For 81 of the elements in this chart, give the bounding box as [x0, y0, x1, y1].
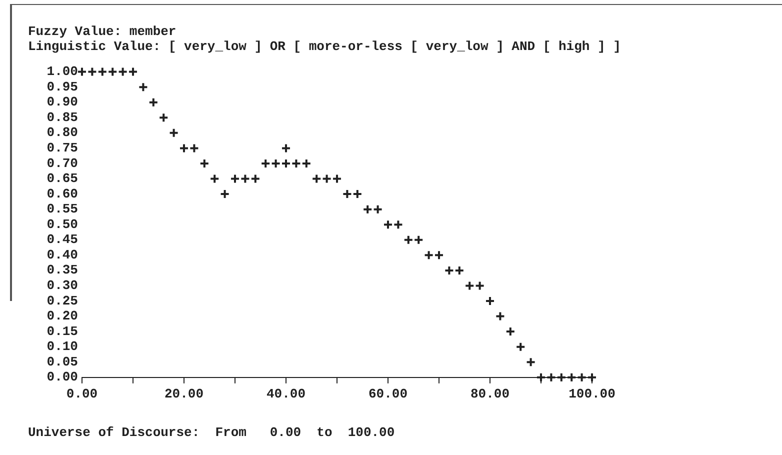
point: [505, 326, 516, 337]
x-tick-label: 40.00: [266, 386, 306, 402]
point: [464, 280, 475, 291]
point: [342, 189, 352, 200]
y-tick-label: 0.80: [46, 125, 78, 140]
point: [260, 158, 271, 168]
text: Universe of Discourse: From 0.00 to 100.00: [28, 425, 395, 440]
y-tick-label: 0.05: [46, 354, 78, 370]
point: [393, 220, 404, 230]
point: [291, 158, 302, 168]
point: [281, 143, 291, 154]
point: [138, 82, 148, 92]
chart-subtitle: Linguistic Value: [ very_low ] OR [ more-or-less [ very_low ] AND [ high ] ]: [28, 39, 621, 54]
y-tick-label: 0.35: [46, 262, 78, 278]
point: [454, 265, 464, 276]
x-tick-label: 0.00: [66, 386, 98, 402]
point: [220, 189, 230, 200]
point: [179, 143, 189, 154]
point: [546, 372, 556, 382]
point: [495, 311, 506, 322]
y-tick-label: 0.95: [46, 79, 78, 94]
point: [148, 97, 158, 108]
point: [332, 174, 342, 184]
point: [526, 357, 536, 368]
point: [270, 158, 281, 168]
point: [414, 234, 424, 245]
y-tick-label: 0.45: [46, 232, 78, 248]
point: [281, 158, 291, 168]
point: [77, 66, 87, 77]
point: [240, 174, 250, 184]
y-tick-label: 0.65: [46, 171, 78, 186]
point: [516, 342, 526, 352]
point: [444, 265, 454, 276]
point: [199, 158, 210, 168]
x-tick-label: 20.00: [164, 386, 204, 402]
y-tick-label: 0.30: [46, 278, 78, 293]
y-tick-label: 0.10: [46, 339, 78, 354]
point: [128, 66, 138, 77]
point: [424, 250, 434, 260]
point: [576, 372, 587, 382]
y-tick-label: 0.00: [46, 370, 78, 385]
y-tick-label: 0.90: [46, 94, 78, 110]
point: [97, 66, 108, 77]
point: [230, 174, 240, 184]
point: [536, 372, 546, 382]
point: [118, 66, 128, 77]
point: [485, 296, 495, 306]
x-tick-label: 100.00: [568, 386, 616, 402]
point: [403, 234, 414, 245]
point: [322, 174, 332, 184]
y-tick-label: 1.00: [46, 64, 78, 80]
chart-title: Fuzzy Value: member: [28, 24, 176, 39]
point: [108, 66, 118, 77]
point: [352, 189, 362, 200]
y-tick-label: 0.75: [46, 140, 78, 156]
point: [210, 174, 220, 184]
point: [434, 250, 444, 260]
point: [87, 66, 98, 77]
point: [474, 280, 485, 291]
y-tick-label: 0.15: [46, 324, 78, 339]
point: [250, 174, 260, 184]
y-tick-label: 0.40: [46, 247, 78, 262]
y-tick-label: 0.20: [46, 308, 78, 324]
point: [189, 143, 200, 154]
x-tick-label: 80.00: [470, 386, 510, 402]
point: [301, 158, 312, 168]
y-tick-label: 0.25: [46, 293, 78, 308]
point: [566, 372, 577, 382]
y-tick-label: 0.55: [46, 202, 78, 217]
point: [372, 204, 383, 214]
y-tick-label: 0.70: [46, 156, 78, 171]
point: [556, 372, 566, 382]
y-tick-label: 0.85: [46, 110, 78, 125]
x-tick-label: 60.00: [368, 386, 408, 402]
point: [362, 204, 373, 214]
point: [312, 174, 322, 184]
point: [158, 112, 169, 123]
y-tick-label: 0.50: [46, 216, 78, 232]
point: [168, 128, 179, 138]
y-tick-label: 0.60: [46, 186, 78, 202]
point: [383, 220, 393, 230]
